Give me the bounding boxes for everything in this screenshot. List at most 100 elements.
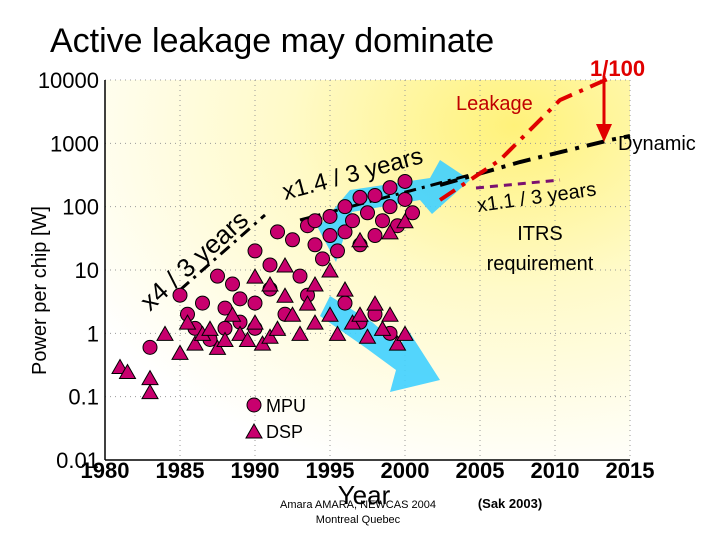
y-axis-label: Power per chip [W] — [29, 206, 51, 375]
y-tick-label: 10 — [75, 258, 99, 283]
dsp-point — [276, 287, 294, 303]
itrs-dash — [475, 178, 561, 190]
dsp-point — [306, 276, 324, 292]
dsp-point — [223, 306, 242, 322]
mpu-point — [352, 189, 368, 205]
dsp-point — [351, 306, 369, 322]
dsp-point — [381, 223, 399, 240]
mpu-point — [307, 213, 323, 229]
mpu-point — [270, 224, 285, 240]
dsp-point — [388, 335, 407, 351]
mpu-point — [337, 295, 353, 311]
mpu-point — [345, 213, 360, 229]
dsp-point — [373, 320, 392, 336]
dsp-point — [178, 314, 197, 330]
mpu-point — [397, 173, 413, 189]
dsp-point — [186, 335, 204, 351]
credit-line-2: Montreal Quebec — [316, 514, 401, 526]
mpu-point — [172, 287, 188, 303]
mpu-point — [382, 199, 398, 215]
mpu-point — [292, 268, 308, 284]
ratio-arrowhead — [596, 124, 612, 142]
y-tick-label: 10000 — [38, 68, 99, 93]
dsp-point — [261, 276, 279, 292]
dsp-point — [171, 344, 189, 360]
dsp-point — [261, 328, 279, 344]
y-tick-label: 1 — [87, 321, 99, 346]
dsp-point — [118, 363, 137, 379]
dsp-point — [381, 306, 399, 322]
x-tick-label: 2010 — [531, 458, 580, 483]
mpu-point — [367, 188, 383, 204]
mpu-point — [322, 228, 338, 244]
mpu-point — [142, 339, 158, 355]
y-tick-label: 0.1 — [68, 385, 99, 410]
y-tick-label: 100 — [62, 195, 99, 220]
dsp-point — [298, 295, 317, 311]
x-tick-label: 2015 — [606, 458, 655, 483]
dsp-point — [321, 306, 339, 322]
x-tick-label: 1990 — [231, 458, 280, 483]
y-tick-label: 0.01 — [56, 448, 99, 473]
mpu-point — [397, 191, 413, 207]
dsp-point — [351, 231, 369, 248]
dsp-point — [396, 325, 414, 341]
mpu-point — [405, 205, 420, 221]
dsp-point — [231, 325, 249, 341]
dsp-point — [216, 331, 234, 347]
mpu-point — [225, 276, 240, 292]
x-tick-label: 1980 — [81, 458, 130, 483]
dsp-point — [328, 325, 347, 341]
mpu-point — [232, 291, 248, 307]
dsp-point — [291, 325, 309, 341]
dsp-point — [201, 320, 219, 336]
mpu-point — [367, 228, 383, 244]
points-layer — [111, 173, 420, 400]
dynamic-label: Dynamic — [618, 133, 696, 155]
itrs-label-2: requirement — [487, 253, 594, 275]
mpu-point — [247, 243, 263, 259]
itrs-label-1: ITRS — [517, 223, 563, 245]
x-tick-label: 2000 — [381, 458, 430, 483]
legend-dsp-label: DSP — [266, 422, 303, 442]
mpu-point — [360, 205, 375, 221]
ratio-label: 1/100 — [590, 56, 645, 81]
leakage-line — [438, 76, 611, 202]
plot-area — [105, 80, 630, 460]
mpu-point — [315, 251, 330, 267]
mpu-point — [247, 295, 263, 311]
trend-line-x4 — [179, 213, 266, 292]
mpu-point — [285, 232, 300, 248]
legend-mpu-label: MPU — [266, 396, 306, 416]
dsp-point — [366, 295, 384, 311]
mpu-point — [195, 295, 210, 311]
dsp-point — [358, 328, 377, 344]
dsp-point — [306, 314, 324, 330]
mpu-point — [262, 257, 278, 273]
mpu-point — [337, 224, 353, 240]
y-tick-label: 1000 — [50, 131, 99, 156]
x-tick-label: 2005 — [456, 458, 505, 483]
mpu-point — [375, 213, 390, 229]
dsp-point — [268, 320, 287, 336]
dsp-point — [321, 261, 339, 278]
dsp-point — [238, 331, 257, 347]
dsp-point — [246, 314, 264, 330]
dsp-point — [246, 268, 264, 284]
credit-line-1: Amara AMARA, NEWCAS 2004 — [280, 499, 436, 511]
x-tick-label: 1985 — [156, 458, 205, 483]
dsp-point — [343, 314, 362, 330]
x-tick-label: 1995 — [306, 458, 355, 483]
citation: (Sak 2003) — [478, 496, 542, 511]
dsp-point — [396, 212, 414, 229]
mpu-point — [330, 243, 345, 259]
dsp-point — [336, 281, 354, 297]
dsp-point — [276, 256, 294, 273]
dsp-point — [208, 339, 227, 355]
mpu-point — [322, 208, 338, 224]
x-axis-label: Year — [338, 480, 391, 510]
leakage-label: Leakage — [456, 93, 533, 115]
dsp-point — [156, 325, 174, 341]
